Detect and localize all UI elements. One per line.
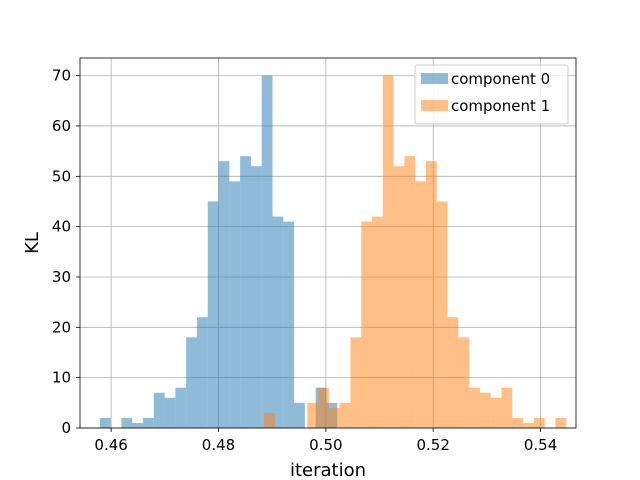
y-tick-label-3: 30: [52, 268, 71, 286]
bar-series-0-bin-18: [294, 402, 305, 428]
x-axis-label: iteration: [290, 460, 366, 480]
bar-series-0-bin-2: [121, 417, 133, 428]
bar-series-1-bin-7: [339, 402, 351, 428]
x-tick-label-4: 0.54: [524, 436, 557, 454]
legend-box: [414, 64, 569, 125]
bars: [99, 75, 567, 429]
legend: component 0 component 1: [414, 64, 569, 125]
y-tick-label-4: 40: [52, 218, 71, 236]
bar-series-1-bin-27: [555, 417, 567, 428]
bar-series-0-bin-13: [240, 156, 251, 428]
bar-series-1-bin-15: [425, 161, 437, 429]
y-tick-label-2: 20: [52, 318, 71, 336]
x-tick-label-1: 0.48: [202, 436, 235, 454]
x-tick-label-2: 0.50: [309, 436, 342, 454]
bar-series-1-bin-5: [318, 387, 329, 428]
y-tick-label-5: 50: [52, 167, 71, 185]
bar-series-1-bin-8: [350, 337, 362, 428]
bar-series-0-bin-12: [229, 181, 241, 428]
y-axis-label: KL: [22, 232, 43, 254]
legend-swatch-0: [421, 73, 448, 84]
bar-series-0-bin-7: [175, 387, 187, 428]
bar-series-1-bin-10: [372, 216, 383, 428]
bar-series-1-bin-6: [328, 407, 340, 428]
bar-series-0-bin-0: [99, 417, 111, 428]
y-tick-label-6: 60: [52, 117, 71, 135]
y-tick-label-7: 70: [52, 67, 71, 85]
bar-series-1-bin-19: [469, 387, 480, 428]
bar-series-0-bin-4: [143, 417, 154, 428]
bar-series-0-bin-14: [250, 166, 262, 428]
bar-series-1-bin-18: [458, 337, 470, 428]
legend-swatch-1: [421, 100, 448, 111]
y-tick-label-1: 10: [52, 369, 71, 387]
legend-label-0: component 0: [451, 70, 550, 88]
bar-series-1-bin-22: [501, 387, 513, 428]
bar-series-1-bin-20: [479, 392, 491, 428]
bar-series-0-bin-16: [272, 216, 284, 428]
x-tick-label-3: 0.52: [417, 436, 450, 454]
bar-series-1-bin-11: [382, 75, 394, 428]
bar-series-0-bin-8: [186, 337, 197, 428]
bar-series-1-bin-12: [393, 166, 405, 428]
bar-series-0-bin-3: [132, 422, 144, 428]
bar-series-1-bin-24: [523, 422, 534, 428]
bar-series-0-bin-5: [153, 392, 165, 428]
bar-series-0-bin-11: [218, 161, 230, 429]
plot-frame: [79, 57, 577, 429]
y-tick-label-0: 0: [61, 419, 71, 437]
bar-series-0-bin-9: [196, 317, 208, 428]
bar-series-1-bin-14: [415, 181, 426, 428]
ticks: 0.46 0.48 0.50 0.52 0.54 0 10 20 30 40 50 60 70: [52, 67, 557, 454]
bar-series-1-bin-21: [490, 397, 502, 428]
bar-series-1-bin-13: [404, 156, 416, 428]
bar-series-1-bin-0: [264, 412, 275, 428]
bar-series-1-bin-25: [533, 417, 545, 428]
bar-series-0-bin-17: [283, 221, 295, 428]
bar-series-1-bin-23: [512, 417, 524, 428]
bar-series-0-bin-15: [261, 75, 273, 428]
x-tick-label-0: 0.46: [94, 436, 127, 454]
bar-series-0-bin-6: [164, 397, 176, 428]
bar-series-1-bin-9: [361, 221, 373, 428]
legend-label-1: component 1: [451, 97, 550, 115]
bar-series-1-bin-16: [436, 201, 448, 428]
bar-series-1-bin-4: [307, 402, 319, 428]
bar-series-1-bin-17: [447, 317, 459, 428]
bar-series-0-bin-10: [207, 201, 219, 428]
